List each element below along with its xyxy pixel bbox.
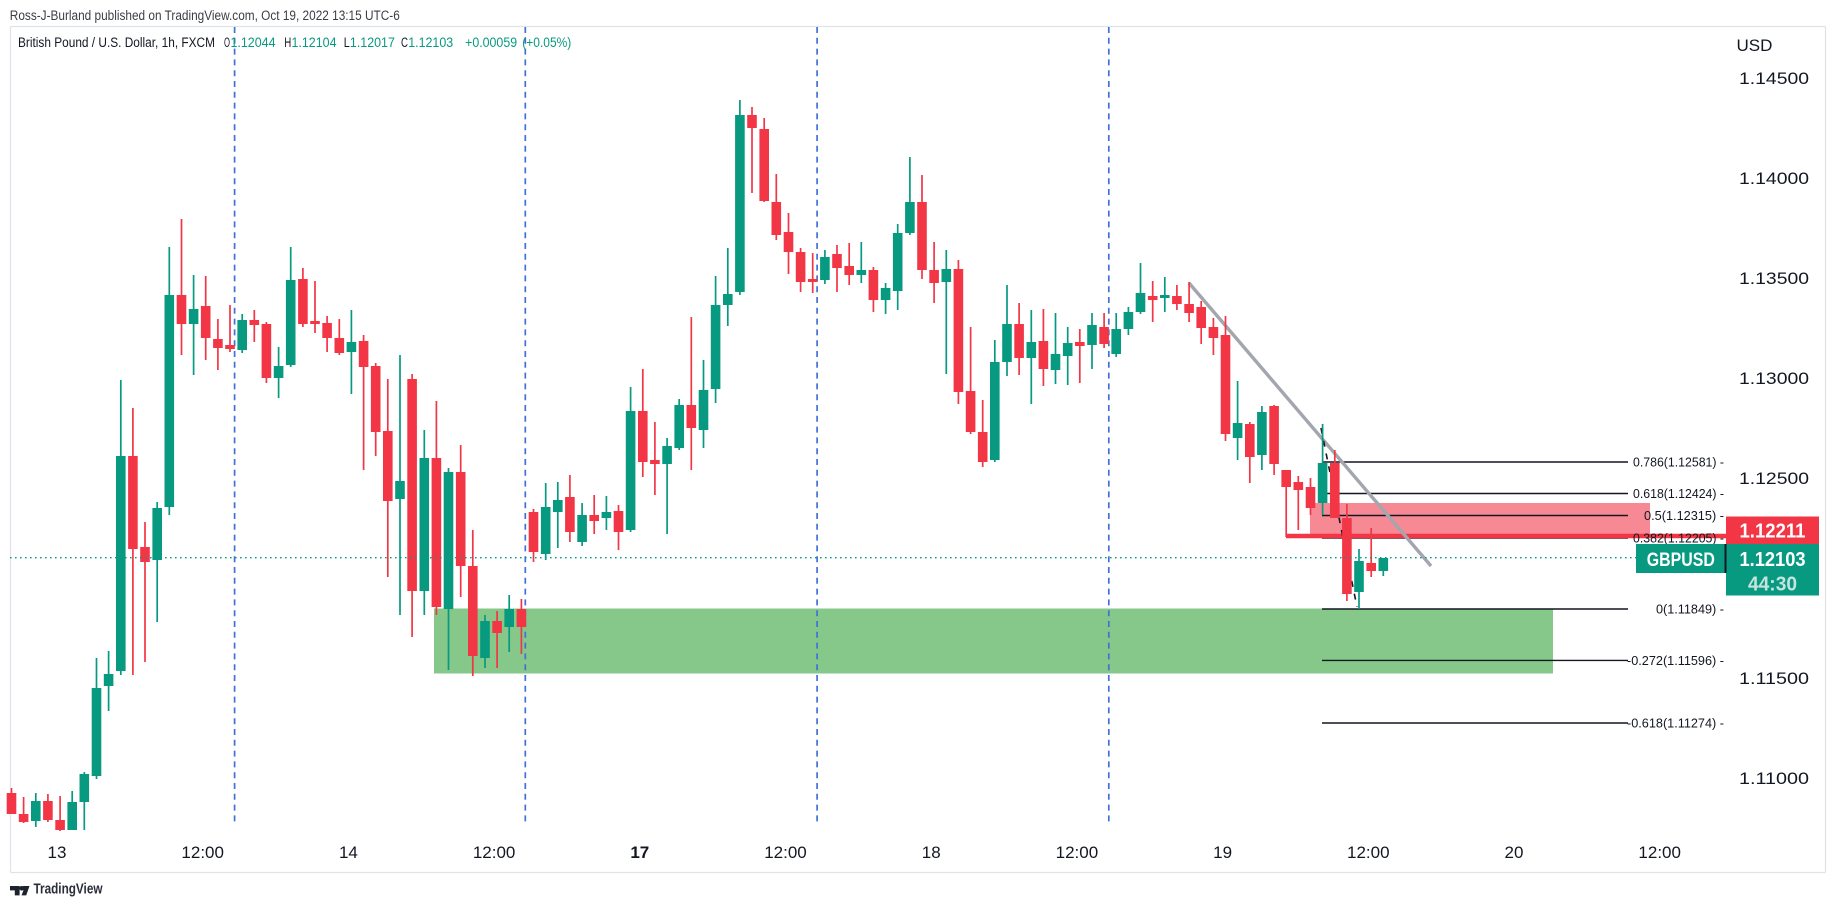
svg-text:(+0.05%): (+0.05%) xyxy=(522,35,571,50)
svg-text:1.14500: 1.14500 xyxy=(1739,69,1809,88)
svg-text:-0.618(1.11274) -: -0.618(1.11274) - xyxy=(1627,716,1724,731)
svg-text:-0.272(1.11596) -: -0.272(1.11596) - xyxy=(1627,653,1724,668)
svg-text:0.382(1.12205) -: 0.382(1.12205) - xyxy=(1633,531,1724,546)
svg-text:0.5(1.12315) -: 0.5(1.12315) - xyxy=(1644,508,1724,523)
svg-text:44:30: 44:30 xyxy=(1748,574,1797,596)
svg-text:12:00: 12:00 xyxy=(181,843,224,862)
svg-text:1.13000: 1.13000 xyxy=(1739,369,1809,388)
svg-text:USD: USD xyxy=(1737,36,1773,55)
svg-text:1.14000: 1.14000 xyxy=(1739,169,1809,188)
svg-text:12:00: 12:00 xyxy=(1638,843,1681,862)
svg-text:12:00: 12:00 xyxy=(764,843,807,862)
svg-text:20: 20 xyxy=(1505,843,1524,862)
svg-text:14: 14 xyxy=(339,843,358,862)
svg-text:GBPUSD: GBPUSD xyxy=(1647,550,1715,571)
svg-text:Ross-J-Burland published on Tr: Ross-J-Burland published on TradingView.… xyxy=(10,8,400,23)
svg-text:12:00: 12:00 xyxy=(473,843,516,862)
svg-text:0.618(1.12424) -: 0.618(1.12424) - xyxy=(1633,486,1724,501)
svg-text:1.12211: 1.12211 xyxy=(1740,521,1806,543)
svg-text:1.12103: 1.12103 xyxy=(408,35,453,50)
svg-text:0(1.11849) -: 0(1.11849) - xyxy=(1656,602,1724,617)
svg-text:+0.00059: +0.00059 xyxy=(465,35,517,50)
svg-text:TradingView: TradingView xyxy=(34,882,104,898)
svg-text:1.12044: 1.12044 xyxy=(231,35,276,50)
svg-text:1.11500: 1.11500 xyxy=(1739,669,1809,688)
svg-text:1.12103: 1.12103 xyxy=(1740,549,1806,571)
svg-text:1.13500: 1.13500 xyxy=(1739,269,1809,288)
svg-text:L: L xyxy=(344,35,350,50)
svg-text:1.12017: 1.12017 xyxy=(350,35,395,50)
svg-text:18: 18 xyxy=(922,843,941,862)
svg-text:1.11000: 1.11000 xyxy=(1739,769,1809,788)
svg-text:O: O xyxy=(224,35,230,50)
svg-text:British Pound / U.S. Dollar, 1: British Pound / U.S. Dollar, 1h, FXCM xyxy=(18,35,215,50)
svg-text:13: 13 xyxy=(48,843,67,862)
svg-text:19: 19 xyxy=(1213,843,1232,862)
svg-text:H: H xyxy=(284,35,291,50)
svg-text:1.12104: 1.12104 xyxy=(292,35,337,50)
svg-text:1.12500: 1.12500 xyxy=(1739,469,1809,488)
svg-text:0.786(1.12581) -: 0.786(1.12581) - xyxy=(1633,455,1724,470)
svg-text:C: C xyxy=(401,35,408,50)
svg-text:17: 17 xyxy=(630,843,649,862)
svg-text:12:00: 12:00 xyxy=(1056,843,1099,862)
svg-text:12:00: 12:00 xyxy=(1347,843,1390,862)
